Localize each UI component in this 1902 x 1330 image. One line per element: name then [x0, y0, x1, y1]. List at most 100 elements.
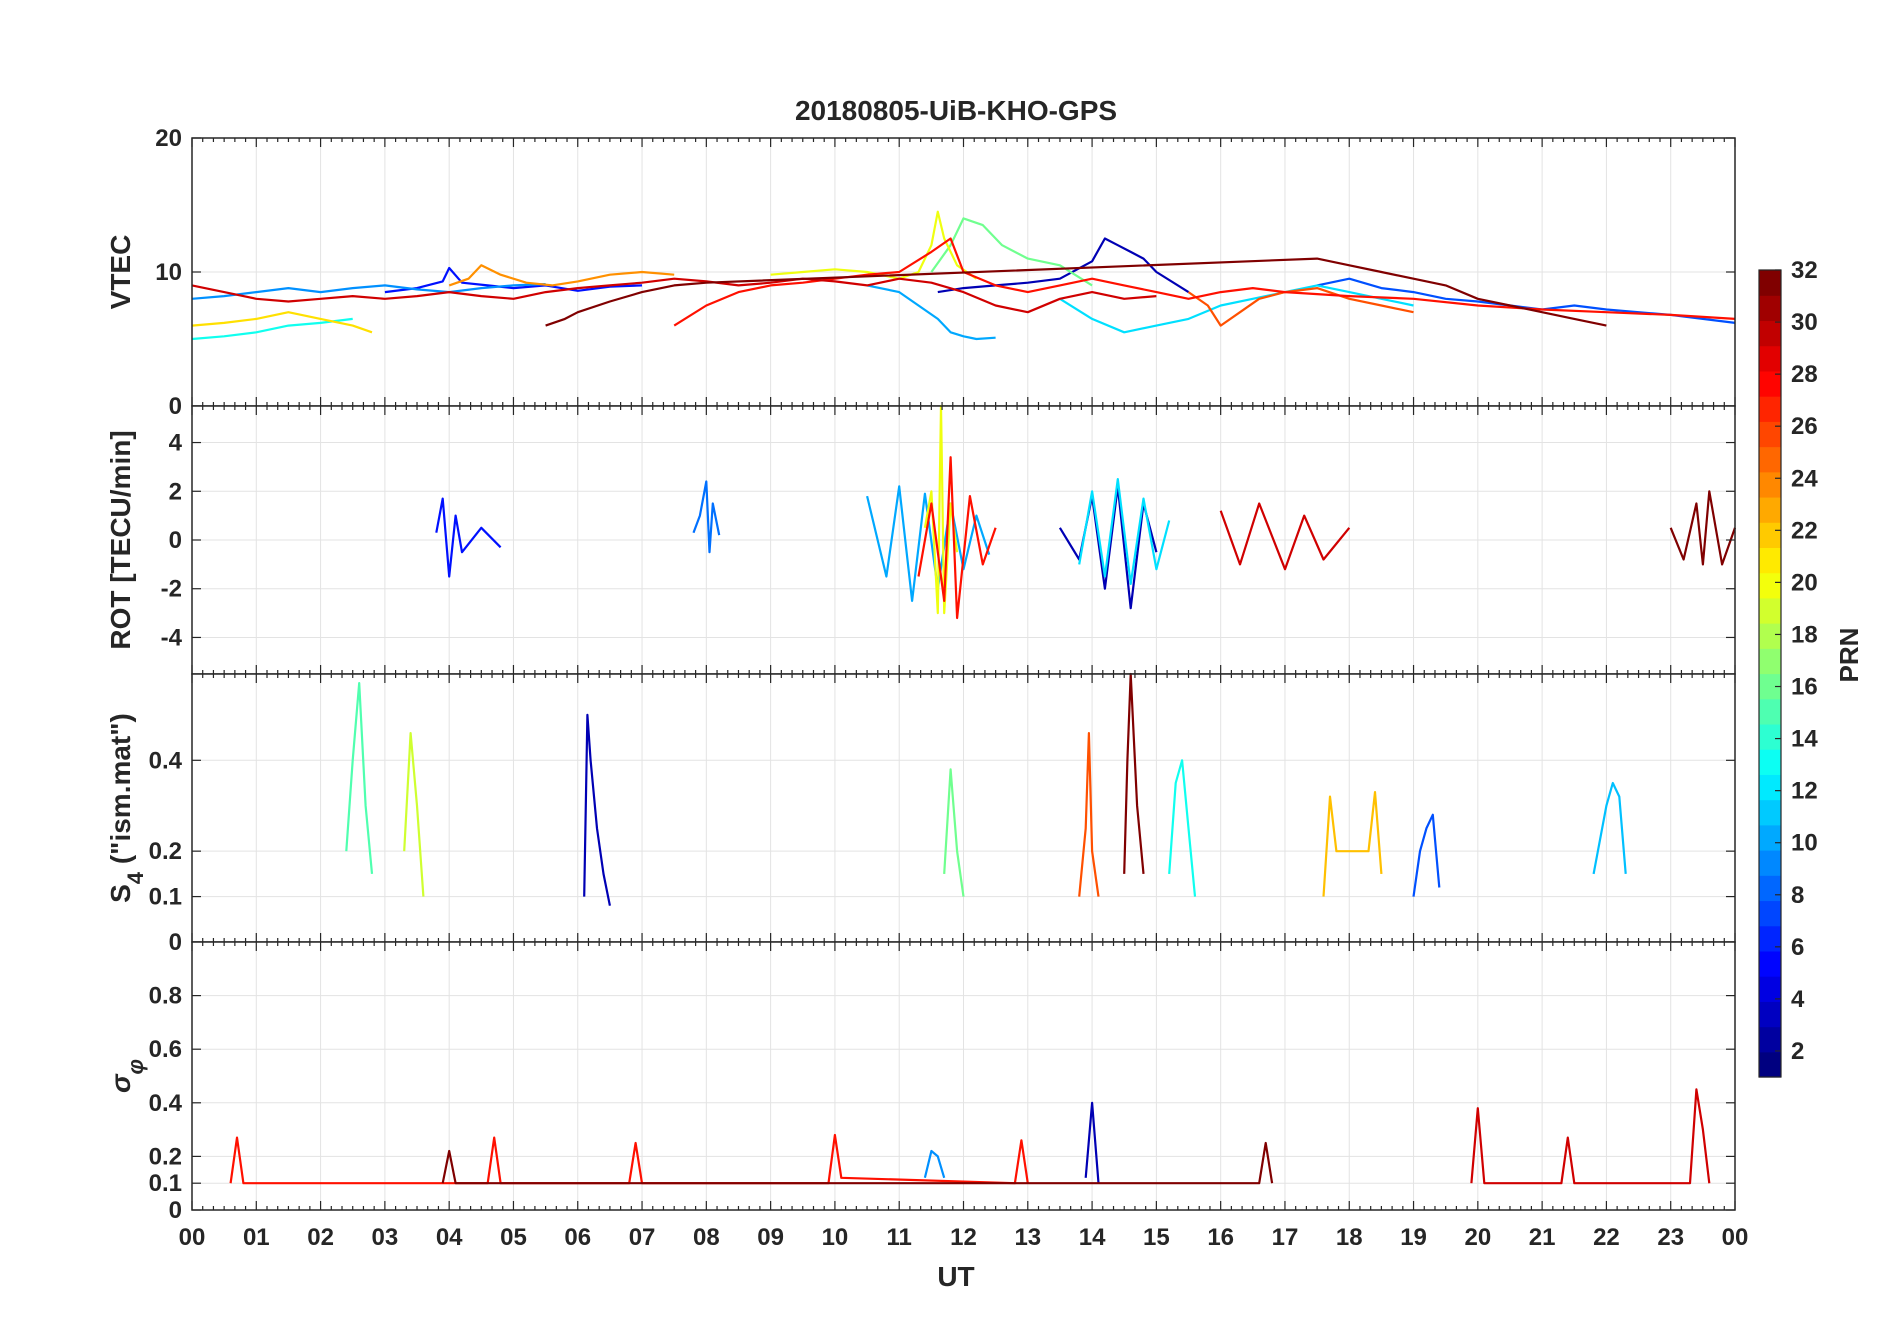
- x-tick-label: 14: [1079, 1224, 1106, 1251]
- x-tick-label: 10: [822, 1224, 849, 1251]
- colorbar-segment: [1759, 900, 1781, 927]
- y-tick-label: 0: [169, 1197, 182, 1224]
- colorbar-segment: [1759, 774, 1781, 801]
- colorbar-segment: [1759, 648, 1781, 675]
- colorbar-segment: [1759, 270, 1781, 296]
- y-tick-label: 0.4: [149, 747, 183, 774]
- y-ticks: 00.10.2 0.4 0.6 0.8: [149, 983, 1735, 1224]
- series-line-prn-10: [1592, 781, 1627, 875]
- series-line-prn-20: [770, 210, 978, 280]
- x-tick-label: 17: [1272, 1224, 1299, 1251]
- colorbar-segment: [1759, 749, 1781, 775]
- y-axis-title-main: σ: [105, 1073, 136, 1093]
- x-tick-label: 20: [1464, 1224, 1491, 1251]
- x-tick-label: 21: [1529, 1224, 1556, 1251]
- y-tick-label: -2: [161, 576, 182, 603]
- series-line-prn-26: [1078, 731, 1100, 897]
- y-axis-title-rest: ("ism.mat"): [105, 713, 136, 872]
- x-tick-label: 13: [1014, 1224, 1041, 1251]
- series-line-prn-16: [930, 217, 1093, 287]
- panel-rot: -4 -2 0 2 4 ROT [TECU/min]: [105, 404, 1737, 675]
- series-line-prn-2: [937, 237, 1190, 294]
- y-axis-title: ROT [TECU/min]: [105, 430, 136, 649]
- colorbar-tick-label: 14: [1791, 726, 1818, 753]
- y-tick-label: 2: [169, 478, 182, 505]
- series-line-prn-12: [1078, 478, 1171, 586]
- y-tick-label: 4: [169, 430, 183, 457]
- y-tick-label: 10: [155, 259, 182, 286]
- x-tick-label: 00: [179, 1224, 206, 1251]
- colorbar-tick-label: 20: [1791, 569, 1818, 596]
- colorbar-tick-label: 10: [1791, 830, 1818, 857]
- colorbar-segment: [1759, 1001, 1781, 1028]
- series-line-prn-21: [191, 311, 373, 334]
- panel-vtec: 0 10 20 VTEC: [105, 125, 1736, 420]
- series-line-prn-26: [1187, 287, 1414, 327]
- colorbar-segment: [1759, 471, 1781, 498]
- series-line-prn-28: [229, 1133, 1029, 1185]
- series-line-prn-30: [191, 277, 1157, 314]
- colorbar-tick-label: 26: [1791, 413, 1818, 440]
- colorbar-segment: [1759, 799, 1781, 826]
- x-tick-label: 04: [436, 1224, 463, 1251]
- x-tick-label: 02: [307, 1224, 334, 1251]
- x-tick-label: 19: [1400, 1224, 1427, 1251]
- colorbar-segment: [1759, 522, 1781, 549]
- x-tick-label: 23: [1657, 1224, 1684, 1251]
- x-ticks: [191, 406, 1736, 674]
- series-line-prn-15: [345, 681, 374, 875]
- colorbar-segment: [1759, 597, 1781, 624]
- figure-title: 20180805-UiB-KHO-GPS: [795, 95, 1117, 126]
- series-line-prn-7: [692, 480, 721, 554]
- y-tick-label: 0.1: [149, 1170, 182, 1197]
- x-tick-label: 03: [372, 1224, 399, 1251]
- series-line-prn-13: [191, 317, 353, 341]
- series-line-prn-4: [384, 266, 643, 294]
- colorbar-tick-label: 12: [1791, 778, 1818, 805]
- colorbar-tick-label: 16: [1791, 674, 1818, 701]
- series-line-prn-32: [1669, 490, 1737, 566]
- colorbar-tick-label: 18: [1791, 621, 1818, 648]
- series-line-prn-8: [191, 283, 546, 300]
- series-line-prn-32: [545, 257, 1607, 327]
- x-tick-label: 22: [1593, 1224, 1620, 1251]
- x-axis: 00 01 02 03 04 05 06 07 08 09 10 11 12 13 14 15 16 17 18 19…: [179, 1224, 1749, 1251]
- panel-s4: 00.10.20.4S4 ("ism.mat"): [105, 672, 1736, 956]
- colorbar-tick-label: 22: [1791, 517, 1818, 544]
- series-line-prn-24: [448, 264, 675, 287]
- colorbar-segment: [1759, 370, 1781, 397]
- y-tick-label: 0.4: [149, 1090, 183, 1117]
- colorbar-tick-label: 28: [1791, 361, 1818, 388]
- colorbar-label: PRN: [1834, 628, 1864, 683]
- colorbar-segment: [1759, 976, 1781, 1002]
- y-tick-label: -4: [161, 624, 183, 651]
- colorbar-segment: [1759, 496, 1781, 523]
- x-tick-label: 06: [564, 1224, 591, 1251]
- x-tick-label: 15: [1143, 1224, 1170, 1251]
- colorbar-segment: [1759, 824, 1781, 851]
- colorbar-segment: [1759, 345, 1781, 372]
- colorbar-segment: [1759, 396, 1781, 422]
- colorbar-segment: [1759, 295, 1781, 322]
- series-line-prn-19: [403, 731, 425, 897]
- y-axis-title-subscript: 4: [123, 871, 148, 884]
- y-ticks: 0 10 20: [155, 125, 1735, 420]
- colorbar-segment: [1759, 1051, 1781, 1078]
- series-line-prn-2: [583, 713, 611, 906]
- series-line-prn-16: [943, 768, 965, 897]
- x-tick-label: 00: [1722, 1224, 1749, 1251]
- colorbar-segment: [1759, 623, 1781, 649]
- series-line-prn-12: [1059, 284, 1414, 334]
- series-line-prn-9: [866, 284, 996, 341]
- y-tick-label: 0.6: [149, 1036, 182, 1063]
- colorbar-segment: [1759, 673, 1781, 700]
- x-ticks: [191, 942, 1736, 1210]
- colorbar-tick-label: 8: [1791, 882, 1804, 909]
- colorbar-tick-label: 30: [1791, 309, 1818, 336]
- series-line-prn-9: [866, 485, 991, 603]
- colorbar-frame: [1758, 269, 1782, 1078]
- series-group: [229, 1088, 1711, 1185]
- x-axis-title: UT: [937, 1261, 974, 1292]
